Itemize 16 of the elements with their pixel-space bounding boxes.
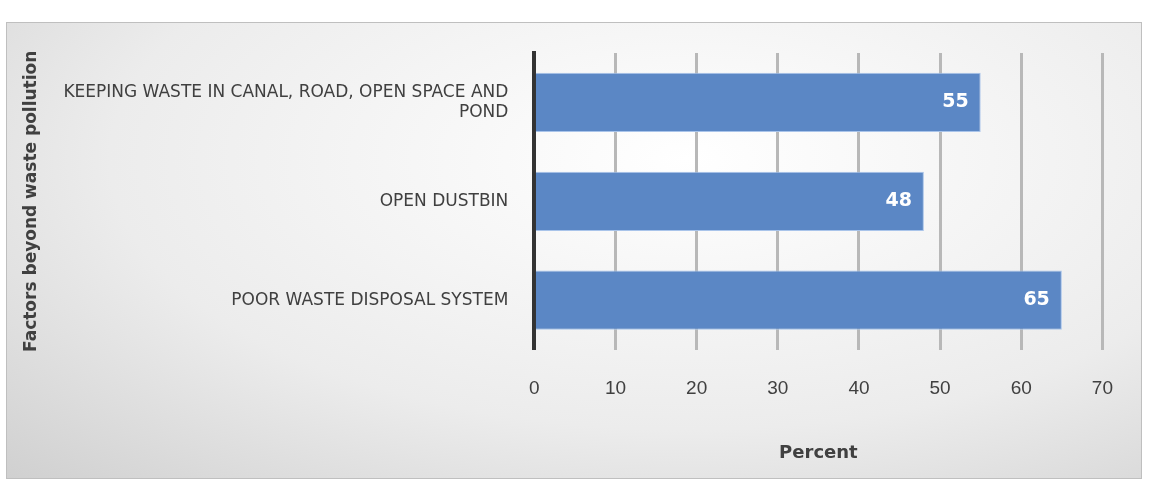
x-tick-label: 0 — [529, 377, 540, 399]
x-tick-label: 20 — [686, 377, 708, 399]
data-label: 65 — [1023, 287, 1050, 310]
x-tick-label: 60 — [1010, 377, 1032, 399]
x-tick-label: 10 — [604, 377, 627, 399]
data-label: 55 — [942, 89, 969, 112]
y-tick-label: KEEPING WASTE IN CANAL, ROAD, OPEN SPACE AND POND — [63, 80, 509, 122]
y-tick-label: POOR WASTE DISPOSAL SYSTEM — [231, 288, 509, 309]
x-tick-label: 30 — [767, 377, 789, 399]
y-axis-title: Factors beyond waste pollution — [19, 50, 40, 352]
x-tick-label: 40 — [848, 377, 870, 399]
x-tick-label: 70 — [1091, 377, 1113, 399]
x-tick-label: 50 — [929, 377, 951, 399]
y-tick-label: OPEN DUSTBIN — [379, 189, 509, 210]
data-label: 48 — [885, 188, 912, 211]
x-axis-title: Percent — [779, 440, 859, 462]
